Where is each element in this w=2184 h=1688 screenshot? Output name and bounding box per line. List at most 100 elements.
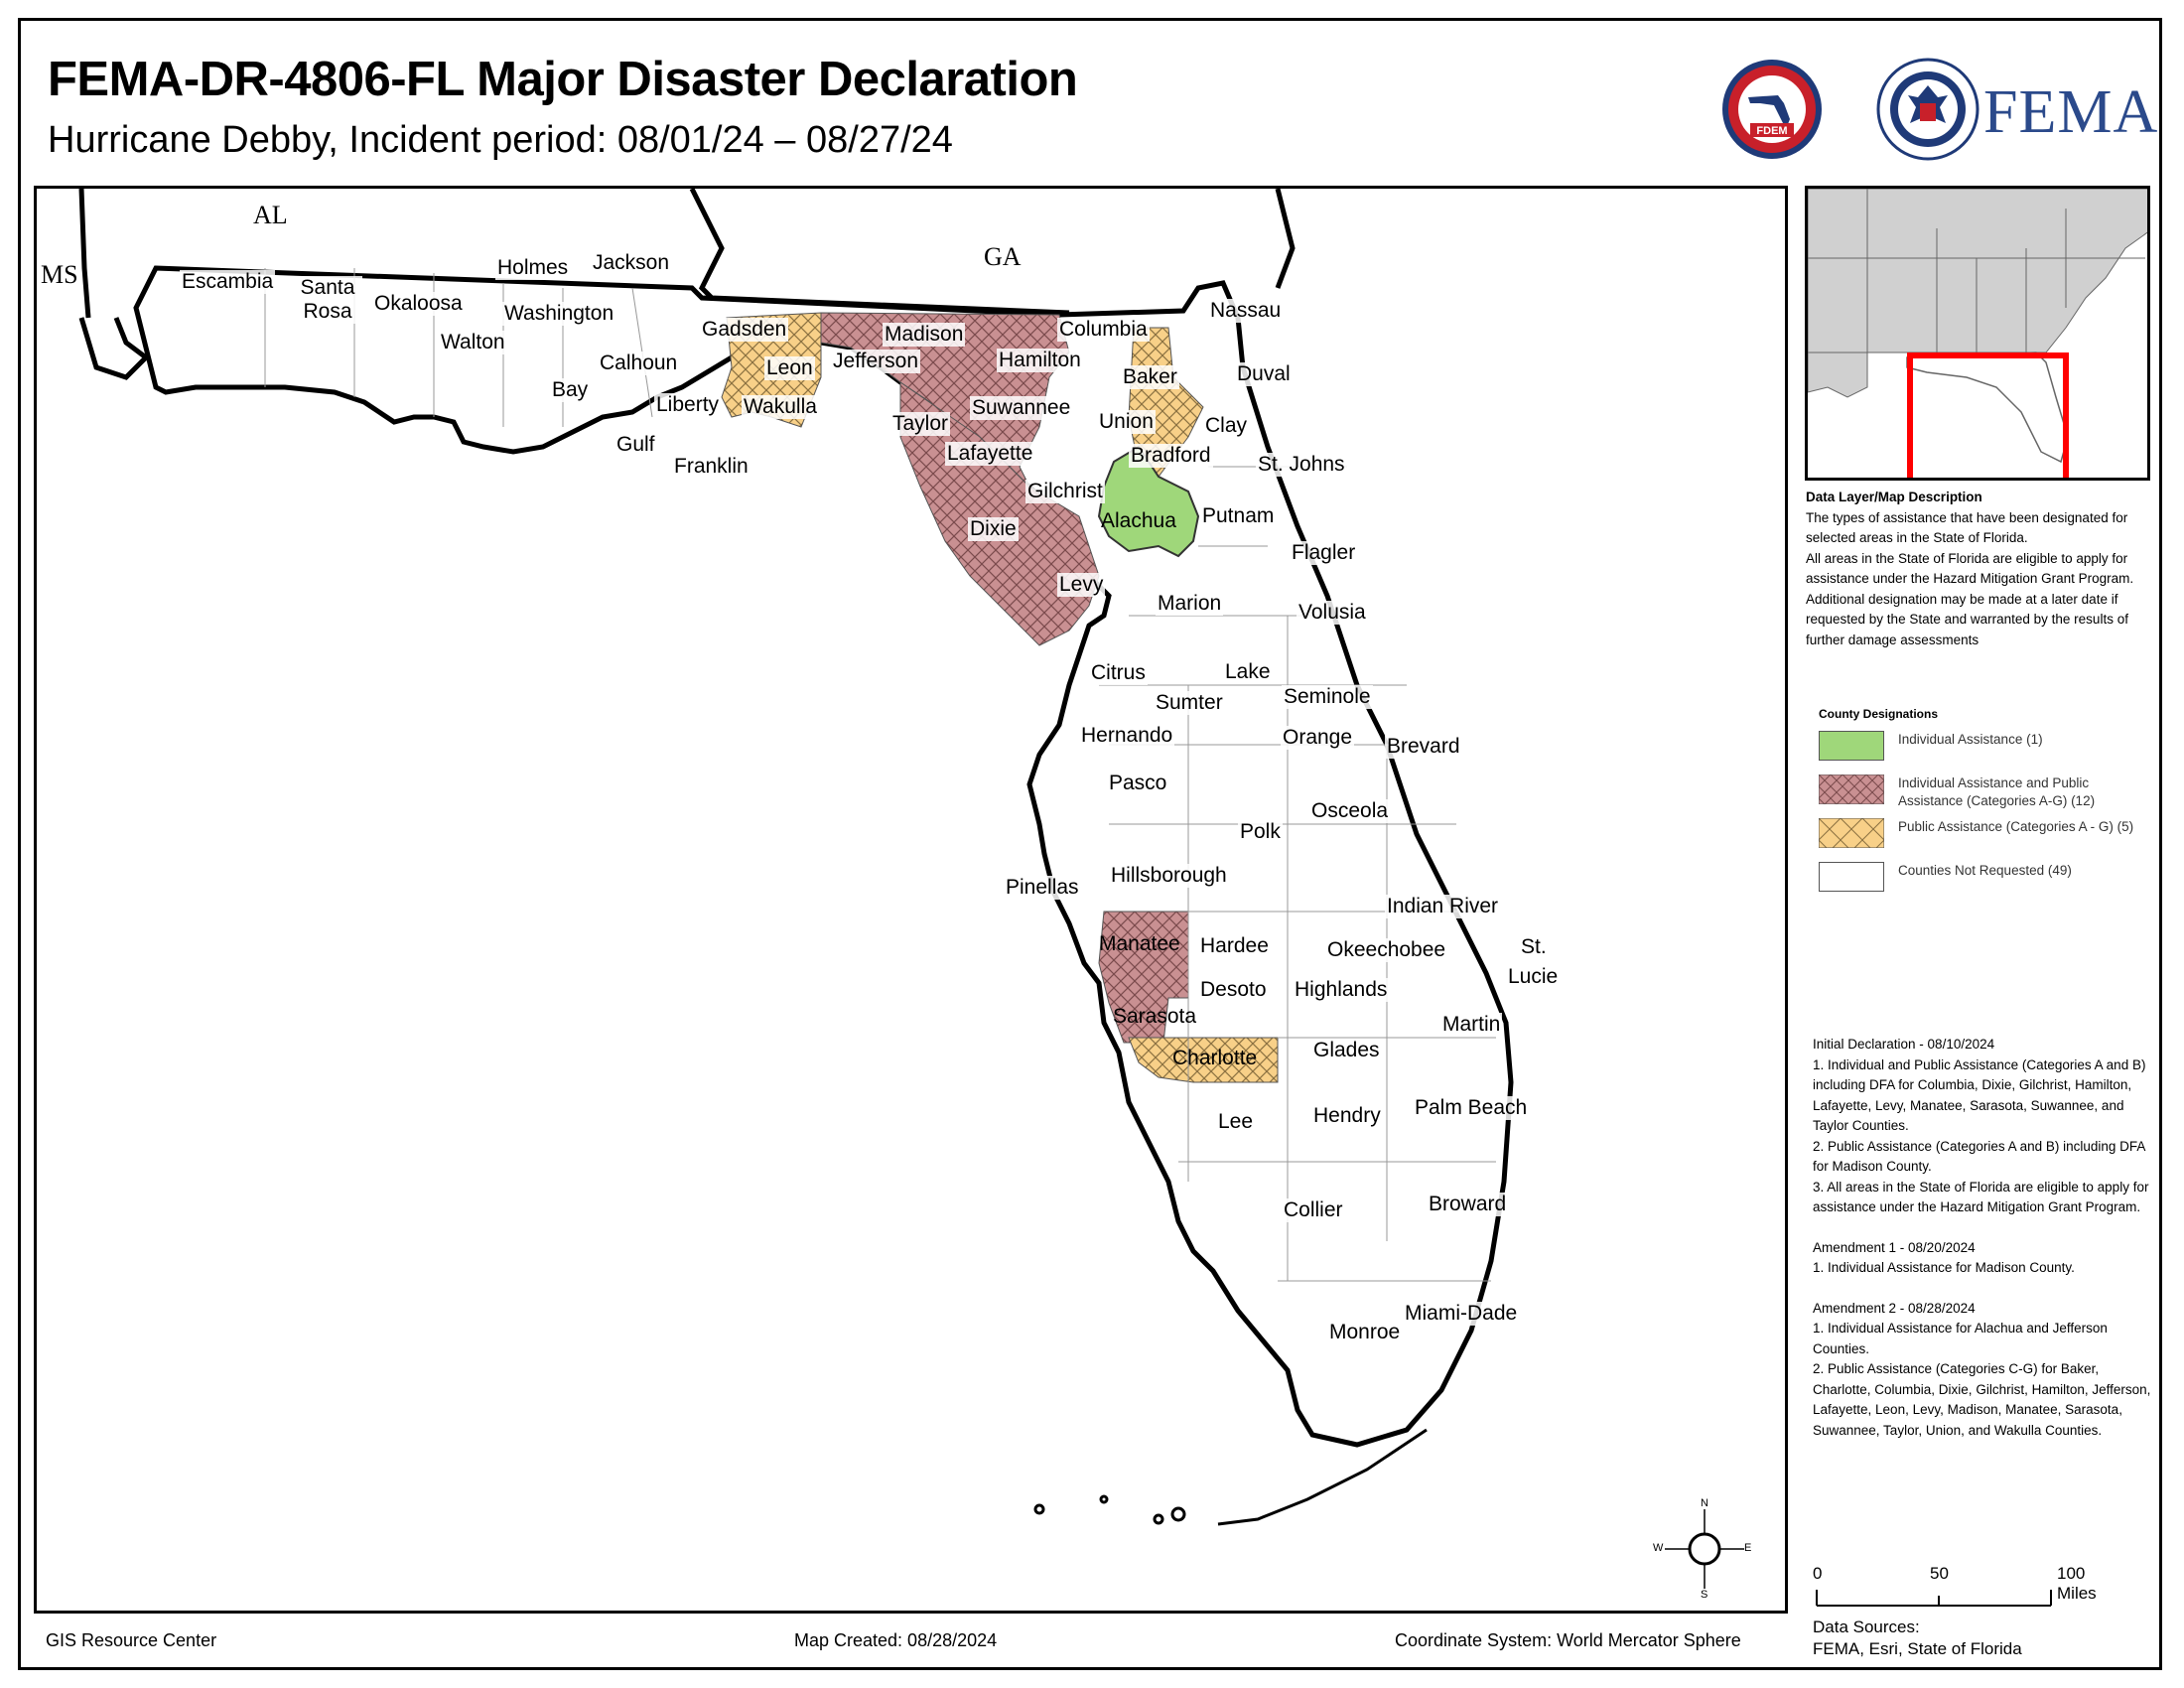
- north-arrow: N S E W: [1653, 1497, 1754, 1601]
- county-label-baker[interactable]: Baker: [1121, 365, 1179, 389]
- initial-l2: 2. Public Assistance (Categories A and B…: [1813, 1138, 2145, 1175]
- county-label-dixie[interactable]: Dixie: [968, 517, 1019, 541]
- county-label-pinellas[interactable]: Pinellas: [1004, 876, 1081, 900]
- county-label-st-johns[interactable]: St. Johns: [1256, 453, 1347, 477]
- county-label-collier[interactable]: Collier: [1282, 1198, 1345, 1222]
- county-label-polk[interactable]: Polk: [1238, 820, 1283, 844]
- amend2-l1: 1. Individual Assistance for Alachua and…: [1813, 1321, 2108, 1356]
- inset-map-svg: [1808, 189, 2147, 478]
- legend-row-not-requested: Counties Not Requested (49): [1819, 862, 2156, 906]
- compass-n: N: [1701, 1497, 1708, 1509]
- county-label-hamilton[interactable]: Hamilton: [997, 349, 1083, 372]
- county-label-washington[interactable]: Washington: [502, 302, 616, 326]
- county-label-columbia[interactable]: Columbia: [1057, 318, 1150, 342]
- county-label-st-lucie-1[interactable]: St.: [1519, 935, 1549, 959]
- county-label-glades[interactable]: Glades: [1311, 1039, 1382, 1062]
- county-label-wakulla[interactable]: Wakulla: [742, 395, 819, 419]
- county-label-franklin[interactable]: Franklin: [672, 455, 751, 479]
- county-label-lake[interactable]: Lake: [1223, 660, 1273, 684]
- scale-0: 0: [1813, 1564, 1823, 1583]
- county-label-okeechobee[interactable]: Okeechobee: [1325, 938, 1448, 962]
- county-label-putnam[interactable]: Putnam: [1200, 504, 1277, 528]
- county-label-orange[interactable]: Orange: [1281, 726, 1355, 750]
- county-label-miami-dade[interactable]: Miami-Dade: [1403, 1302, 1520, 1326]
- county-label-hernando[interactable]: Hernando: [1079, 724, 1175, 748]
- footer-center: Map Created: 08/28/2024: [794, 1630, 998, 1650]
- state-label-ga: GA: [984, 242, 1022, 271]
- county-label-bay[interactable]: Bay: [550, 378, 591, 402]
- county-label-clay[interactable]: Clay: [1203, 414, 1250, 438]
- county-label-martin[interactable]: Martin: [1440, 1013, 1503, 1037]
- county-label-santa-rosa[interactable]: Santa Rosa: [293, 276, 362, 324]
- county-label-hendry[interactable]: Hendry: [1311, 1104, 1383, 1128]
- county-label-osceola[interactable]: Osceola: [1309, 799, 1391, 823]
- description-p1: The types of assistance that have been d…: [1806, 509, 2128, 546]
- county-label-suwannee[interactable]: Suwannee: [970, 396, 1073, 420]
- county-label-sumter[interactable]: Sumter: [1154, 691, 1225, 715]
- county-label-lafayette[interactable]: Lafayette: [945, 442, 1035, 466]
- county-label-hardee[interactable]: Hardee: [1198, 934, 1271, 958]
- county-label-levy[interactable]: Levy: [1057, 573, 1106, 597]
- amend2-title: Amendment 2 - 08/28/2024: [1813, 1300, 1976, 1316]
- legend-swatch-not-requested: [1819, 862, 1884, 892]
- legend-label-individual-public: Individual Assistance and Public Assista…: [1898, 775, 2096, 808]
- county-shape-alachua: [1097, 445, 1200, 558]
- description-p3: Additional designation may be made at a …: [1806, 591, 2128, 647]
- county-label-gilchrist[interactable]: Gilchrist: [1025, 480, 1105, 503]
- county-label-highlands[interactable]: Highlands: [1293, 978, 1390, 1002]
- county-label-nassau[interactable]: Nassau: [1208, 299, 1284, 323]
- county-label-escambia[interactable]: Escambia: [180, 270, 276, 294]
- scale-line-icon: [1816, 1590, 2052, 1607]
- county-label-citrus[interactable]: Citrus: [1089, 661, 1148, 685]
- county-label-madison[interactable]: Madison: [883, 323, 966, 347]
- compass-e: E: [1744, 1542, 1752, 1554]
- county-label-okaloosa[interactable]: Okaloosa: [372, 292, 465, 316]
- county-label-bradford[interactable]: Bradford: [1129, 444, 1213, 468]
- county-label-palm-beach[interactable]: Palm Beach: [1413, 1096, 1530, 1120]
- county-label-seminole[interactable]: Seminole: [1282, 685, 1373, 709]
- data-sources: Data Sources: FEMA, Esri, State of Flori…: [1813, 1617, 2022, 1660]
- county-label-desoto[interactable]: Desoto: [1198, 978, 1269, 1002]
- initial-l1: 1. Individual and Public Assistance (Cat…: [1813, 1056, 2146, 1134]
- scale-bar: 0 50 100 Miles: [1813, 1564, 2111, 1623]
- main-map[interactable]: AL MS GA Escambia Santa Rosa Okaloosa Wa…: [34, 186, 1788, 1614]
- county-label-hillsborough[interactable]: Hillsborough: [1109, 864, 1229, 888]
- county-label-gadsden[interactable]: Gadsden: [700, 318, 789, 342]
- county-label-walton[interactable]: Walton: [439, 331, 507, 354]
- dhs-seal-icon: [1876, 58, 1979, 161]
- county-label-marion[interactable]: Marion: [1156, 592, 1224, 616]
- county-label-brevard[interactable]: Brevard: [1385, 735, 1462, 759]
- county-label-flagler[interactable]: Flagler: [1290, 541, 1358, 565]
- scale-50: 50: [1930, 1564, 1949, 1583]
- footer-right: Coordinate System: World Mercator Sphere: [1395, 1630, 1741, 1650]
- county-label-volusia[interactable]: Volusia: [1297, 601, 1368, 625]
- county-label-jackson[interactable]: Jackson: [591, 251, 672, 275]
- county-label-liberty[interactable]: Liberty: [654, 393, 722, 417]
- county-label-monroe[interactable]: Monroe: [1327, 1321, 1403, 1344]
- county-label-jefferson[interactable]: Jefferson: [831, 350, 920, 373]
- county-label-gulf[interactable]: Gulf: [614, 433, 657, 457]
- legend-swatch-public: [1819, 818, 1884, 848]
- county-label-pasco[interactable]: Pasco: [1107, 772, 1169, 795]
- county-label-st-lucie-2[interactable]: Lucie: [1506, 965, 1561, 989]
- county-label-duval[interactable]: Duval: [1235, 362, 1293, 386]
- county-label-indian-river[interactable]: Indian River: [1385, 895, 1501, 918]
- compass-w: W: [1653, 1542, 1664, 1554]
- inset-locator-map[interactable]: [1805, 186, 2150, 481]
- legend: County Designations Individual Assistanc…: [1819, 707, 2156, 906]
- county-label-holmes[interactable]: Holmes: [495, 256, 571, 280]
- sources-l2: FEMA, Esri, State of Florida: [1813, 1639, 2022, 1658]
- legend-row-individual: Individual Assistance (1): [1819, 731, 2156, 774]
- county-label-calhoun[interactable]: Calhoun: [598, 352, 680, 375]
- amend1-title: Amendment 1 - 08/20/2024: [1813, 1239, 1976, 1255]
- county-label-sarasota[interactable]: Sarasota: [1113, 1005, 1197, 1028]
- county-label-lee[interactable]: Lee: [1216, 1110, 1256, 1134]
- map-frame: [18, 18, 2162, 1670]
- county-label-broward[interactable]: Broward: [1427, 1193, 1509, 1216]
- county-label-taylor[interactable]: Taylor: [890, 412, 951, 436]
- county-label-charlotte[interactable]: Charlotte: [1172, 1047, 1258, 1069]
- county-label-union[interactable]: Union: [1097, 410, 1156, 434]
- county-label-manatee[interactable]: Manatee: [1099, 932, 1180, 955]
- county-label-leon[interactable]: Leon: [764, 356, 815, 380]
- county-label-alachua[interactable]: Alachua: [1101, 509, 1176, 532]
